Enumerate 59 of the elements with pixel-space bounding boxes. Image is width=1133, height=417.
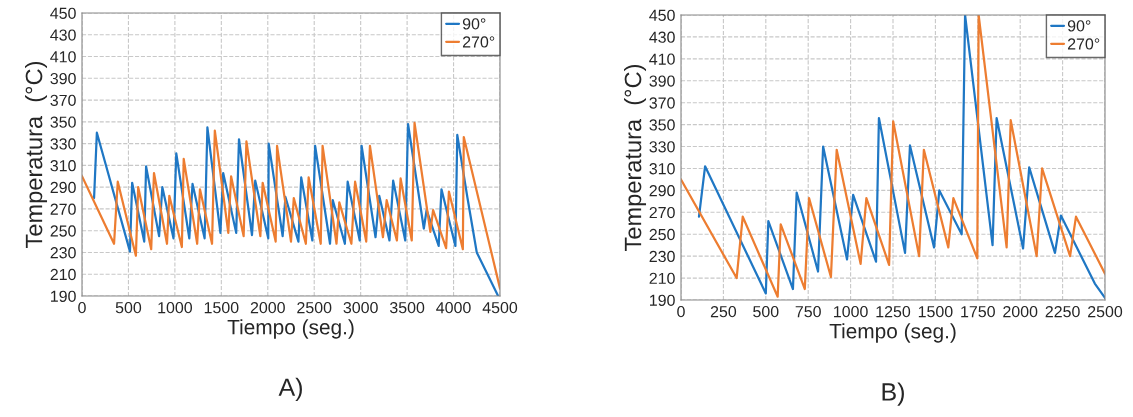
y-axis-title: Temperatura (°C): [624, 65, 647, 251]
x-tick-label: 4500: [482, 301, 518, 314]
y-tick-label: 450: [50, 7, 76, 19]
x-tick-label: 500: [115, 301, 142, 314]
x-axis-title: Tiempo (seg.): [227, 319, 354, 339]
y-tick-label: 330: [649, 141, 675, 153]
y-tick-label: 390: [50, 72, 76, 85]
x-tick-label: 1500: [918, 305, 953, 318]
y-tick-label: 330: [50, 138, 76, 150]
y-tick-label: 350: [649, 119, 675, 131]
text: A): [278, 377, 302, 402]
y-tick-label: 290: [50, 181, 76, 194]
y-tick-label: 210: [50, 268, 76, 281]
legend-label: 270°: [1067, 38, 1100, 50]
x-tick-label: 2500: [1088, 305, 1123, 318]
y-tick-label: 370: [50, 94, 76, 107]
legend-label: 270°: [462, 36, 495, 48]
y-tick-label: 290: [649, 185, 675, 197]
x-tick-label: 250: [710, 305, 737, 318]
x-tick-label: 0: [78, 301, 86, 314]
y-tick-label: 250: [50, 225, 76, 237]
y-tick-label: 370: [649, 97, 675, 109]
x-tick-label: 1000: [834, 305, 868, 318]
y-tick-label: 430: [649, 31, 675, 43]
y-tick-label: 310: [649, 163, 675, 175]
y-tick-label: 230: [50, 247, 76, 259]
y-axis-title: Temperatura (°C): [25, 62, 48, 248]
y-tick-label: 230: [649, 250, 675, 263]
x-tick-label: 2500: [297, 301, 332, 314]
x-tick-label: 500: [753, 305, 779, 318]
y-tick-label: 410: [649, 53, 675, 65]
x-tick-label: 2000: [250, 301, 285, 314]
y-tick-label: 270: [649, 206, 675, 219]
x-tick-label: 3000: [343, 301, 378, 314]
x-tick-label: 1750: [961, 305, 995, 318]
y-tick-label: 270: [50, 203, 76, 215]
x-tick-label: 3500: [389, 301, 425, 314]
y-tick-label: 410: [50, 51, 76, 63]
x-tick-label: 750: [795, 305, 821, 318]
x-tick-label: 1500: [204, 301, 239, 314]
y-tick-label: 310: [50, 160, 76, 172]
y-tick-label: 250: [649, 228, 675, 241]
x-tick-label: 0: [677, 305, 685, 318]
y-tick-label: 190: [650, 294, 675, 306]
x-tick-label: 1250: [876, 305, 911, 318]
y-tick-label: 190: [51, 290, 76, 302]
x-tick-label: 2000: [1003, 305, 1038, 318]
x-tick-label: 1000: [158, 301, 193, 314]
legend-label: 90°: [1067, 20, 1091, 32]
y-tick-label: 430: [50, 29, 76, 41]
x-tick-label: 2250: [1045, 305, 1080, 318]
y-tick-label: 350: [50, 116, 76, 128]
x-tick-label: 4000: [436, 301, 471, 314]
x-axis-title: Tiempo (seg.): [829, 323, 956, 343]
legend-label: 90°: [462, 18, 486, 30]
y-tick-label: 450: [649, 9, 675, 21]
y-tick-label: 390: [649, 75, 675, 87]
text: B): [882, 382, 904, 406]
y-tick-label: 210: [649, 272, 675, 285]
